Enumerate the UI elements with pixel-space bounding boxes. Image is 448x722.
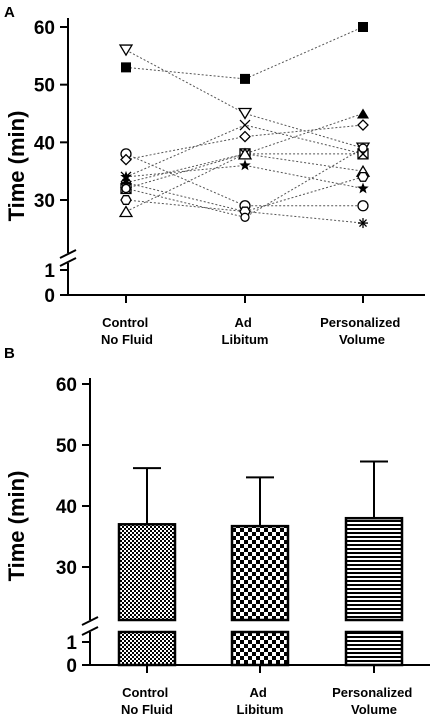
circle-open-small-marker bbox=[240, 212, 250, 222]
circle-open-marker bbox=[357, 200, 369, 212]
panel-a-axes: 60 50 40 30 1 0 bbox=[34, 18, 425, 307]
square-filled-marker bbox=[121, 62, 131, 73]
triangle-up-open-marker bbox=[237, 147, 253, 160]
panel-a-y-tick-label: 50 bbox=[34, 76, 55, 97]
star-filled-marker bbox=[239, 159, 251, 171]
panel-b-axis-break-mark bbox=[81, 626, 99, 636]
series-line-3 bbox=[125, 113, 364, 184]
bar-1-lower bbox=[117, 630, 177, 667]
x-cross-stroke bbox=[239, 119, 251, 131]
square-filled-marker bbox=[358, 22, 368, 32]
asterisk-marker bbox=[358, 218, 368, 229]
panel-a-markers bbox=[118, 22, 371, 229]
star-filled-marker bbox=[120, 170, 132, 182]
panel-a-x-label-2: Ad Libitum bbox=[222, 315, 269, 347]
panel-b-x-label-3: Personalized Volume bbox=[332, 685, 416, 717]
series-line-12 bbox=[125, 147, 364, 218]
panel-a-x-labels: Control No Fluid Ad Libitum Personalized… bbox=[101, 315, 404, 347]
panel-b-x-labels: Control No Fluid Ad Libitum Personalized… bbox=[121, 685, 416, 717]
panel-b-y-tick-label: 1 bbox=[66, 633, 77, 654]
panel-a-letter: A bbox=[4, 4, 15, 21]
series-line-2 bbox=[125, 49, 364, 149]
diamond-open-marker bbox=[120, 153, 132, 166]
panel-a-y-tick-label: 1 bbox=[44, 261, 55, 282]
panel-a-axis-break-mark bbox=[59, 249, 77, 259]
panel-b-y-axis-title: Time (min) bbox=[4, 471, 29, 582]
bar-3-upper bbox=[344, 516, 404, 622]
series-line-1 bbox=[125, 26, 364, 80]
panel-a-y-tick-label: 0 bbox=[44, 286, 55, 307]
panel-a-y-axis-title: Time (min) bbox=[4, 111, 29, 222]
panel-b-y-tick-label: 30 bbox=[56, 558, 77, 579]
diamond-open-marker bbox=[357, 119, 369, 131]
panel-a-axis-break-mark bbox=[59, 257, 77, 267]
star-filled-marker bbox=[357, 182, 369, 194]
x-cross-marker bbox=[239, 119, 251, 131]
bar-3-lower bbox=[344, 630, 404, 667]
diamond-open-marker bbox=[239, 130, 251, 143]
triangle-down-open-marker bbox=[118, 44, 134, 57]
panel-a: A Time (min) 60 50 40 30 1 0 Control No Fluid… bbox=[4, 4, 425, 347]
panel-a-x-label-3: Personalized Volume bbox=[320, 315, 404, 347]
bar-2-lower bbox=[230, 630, 290, 667]
panel-b-y-tick-label: 50 bbox=[56, 436, 77, 457]
bar-2-upper bbox=[230, 524, 290, 622]
circle-open-small-marker bbox=[358, 143, 368, 153]
panel-a-x-label-1: Control No Fluid bbox=[101, 315, 153, 347]
panel-a-y-tick-label: 60 bbox=[34, 18, 55, 39]
panel-b-x-label-2: Ad Libitum bbox=[237, 685, 284, 717]
panel-b-y-tick-label: 40 bbox=[56, 497, 77, 518]
panel-b-bars bbox=[117, 460, 404, 667]
series-line-8 bbox=[125, 153, 363, 189]
panel-b-axis-break-mark bbox=[81, 616, 99, 626]
hexagon-open-marker bbox=[120, 195, 132, 205]
panel-b-y-tick-label: 60 bbox=[56, 375, 77, 396]
triangle-down-open-marker bbox=[237, 107, 253, 120]
square-filled-marker bbox=[240, 73, 250, 84]
series-line-11 bbox=[125, 176, 364, 213]
bar-1-upper bbox=[117, 523, 177, 622]
panel-b-x-label-1: Control No Fluid bbox=[121, 685, 173, 717]
series-line-7 bbox=[125, 164, 364, 189]
panel-b: B Time (min) 60 50 40 30 10 Control No Fluid… bbox=[4, 345, 430, 717]
panel-b-y-tick-label: 0 bbox=[66, 656, 77, 677]
asterisk-stroke bbox=[359, 219, 367, 228]
hexagon-open-marker bbox=[357, 171, 369, 182]
circle-open-small-marker bbox=[121, 183, 131, 194]
series-line-10 bbox=[125, 182, 364, 224]
panel-b-letter: B bbox=[4, 345, 15, 362]
panel-a-y-tick-label: 30 bbox=[34, 191, 55, 212]
panel-a-y-tick-label: 40 bbox=[34, 133, 55, 154]
triangle-up-open-marker bbox=[118, 205, 134, 218]
triangle-up-filled-marker bbox=[357, 108, 369, 119]
